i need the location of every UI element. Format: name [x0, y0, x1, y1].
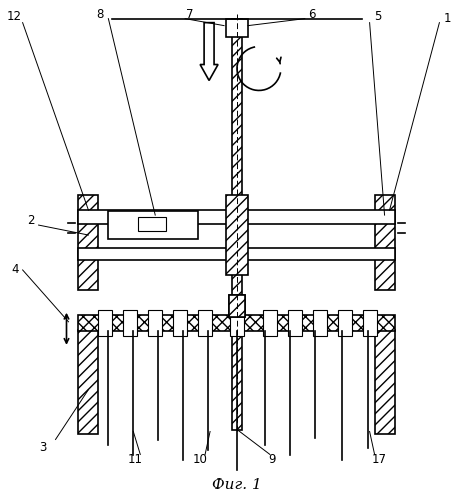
Bar	[232, 18, 242, 430]
Bar	[79, 330, 98, 434]
Bar	[123, 310, 137, 336]
FancyArrow shape	[200, 22, 218, 80]
Text: 5: 5	[374, 10, 381, 23]
Text: 9: 9	[268, 453, 276, 466]
Bar	[226, 195, 248, 275]
Bar	[148, 310, 162, 336]
Text: Фиг. 1: Фиг. 1	[212, 478, 262, 492]
Bar	[79, 248, 394, 260]
Bar	[230, 310, 244, 336]
Text: 17: 17	[372, 453, 387, 466]
Bar	[375, 330, 394, 434]
Bar	[375, 195, 394, 290]
Bar	[338, 310, 351, 336]
Text: 3: 3	[39, 441, 46, 454]
Bar	[108, 211, 198, 239]
Bar	[363, 310, 377, 336]
Bar	[79, 315, 394, 331]
Bar	[79, 210, 394, 224]
Text: 2: 2	[27, 214, 35, 226]
Text: 11: 11	[128, 453, 143, 466]
Bar	[313, 310, 327, 336]
Text: 1: 1	[444, 12, 451, 25]
Bar	[229, 295, 245, 317]
Bar	[263, 310, 277, 336]
Text: 8: 8	[96, 8, 104, 21]
Text: 4: 4	[11, 264, 18, 276]
Bar	[98, 310, 113, 336]
Bar	[229, 295, 245, 317]
Text: 10: 10	[193, 453, 208, 466]
Text: 6: 6	[308, 8, 315, 21]
Bar	[79, 195, 98, 290]
Bar	[173, 310, 187, 336]
Bar	[226, 18, 248, 36]
Text: 12: 12	[7, 10, 22, 23]
Bar	[288, 310, 302, 336]
Bar	[138, 217, 166, 231]
Bar	[198, 310, 212, 336]
Text: 7: 7	[186, 8, 194, 21]
